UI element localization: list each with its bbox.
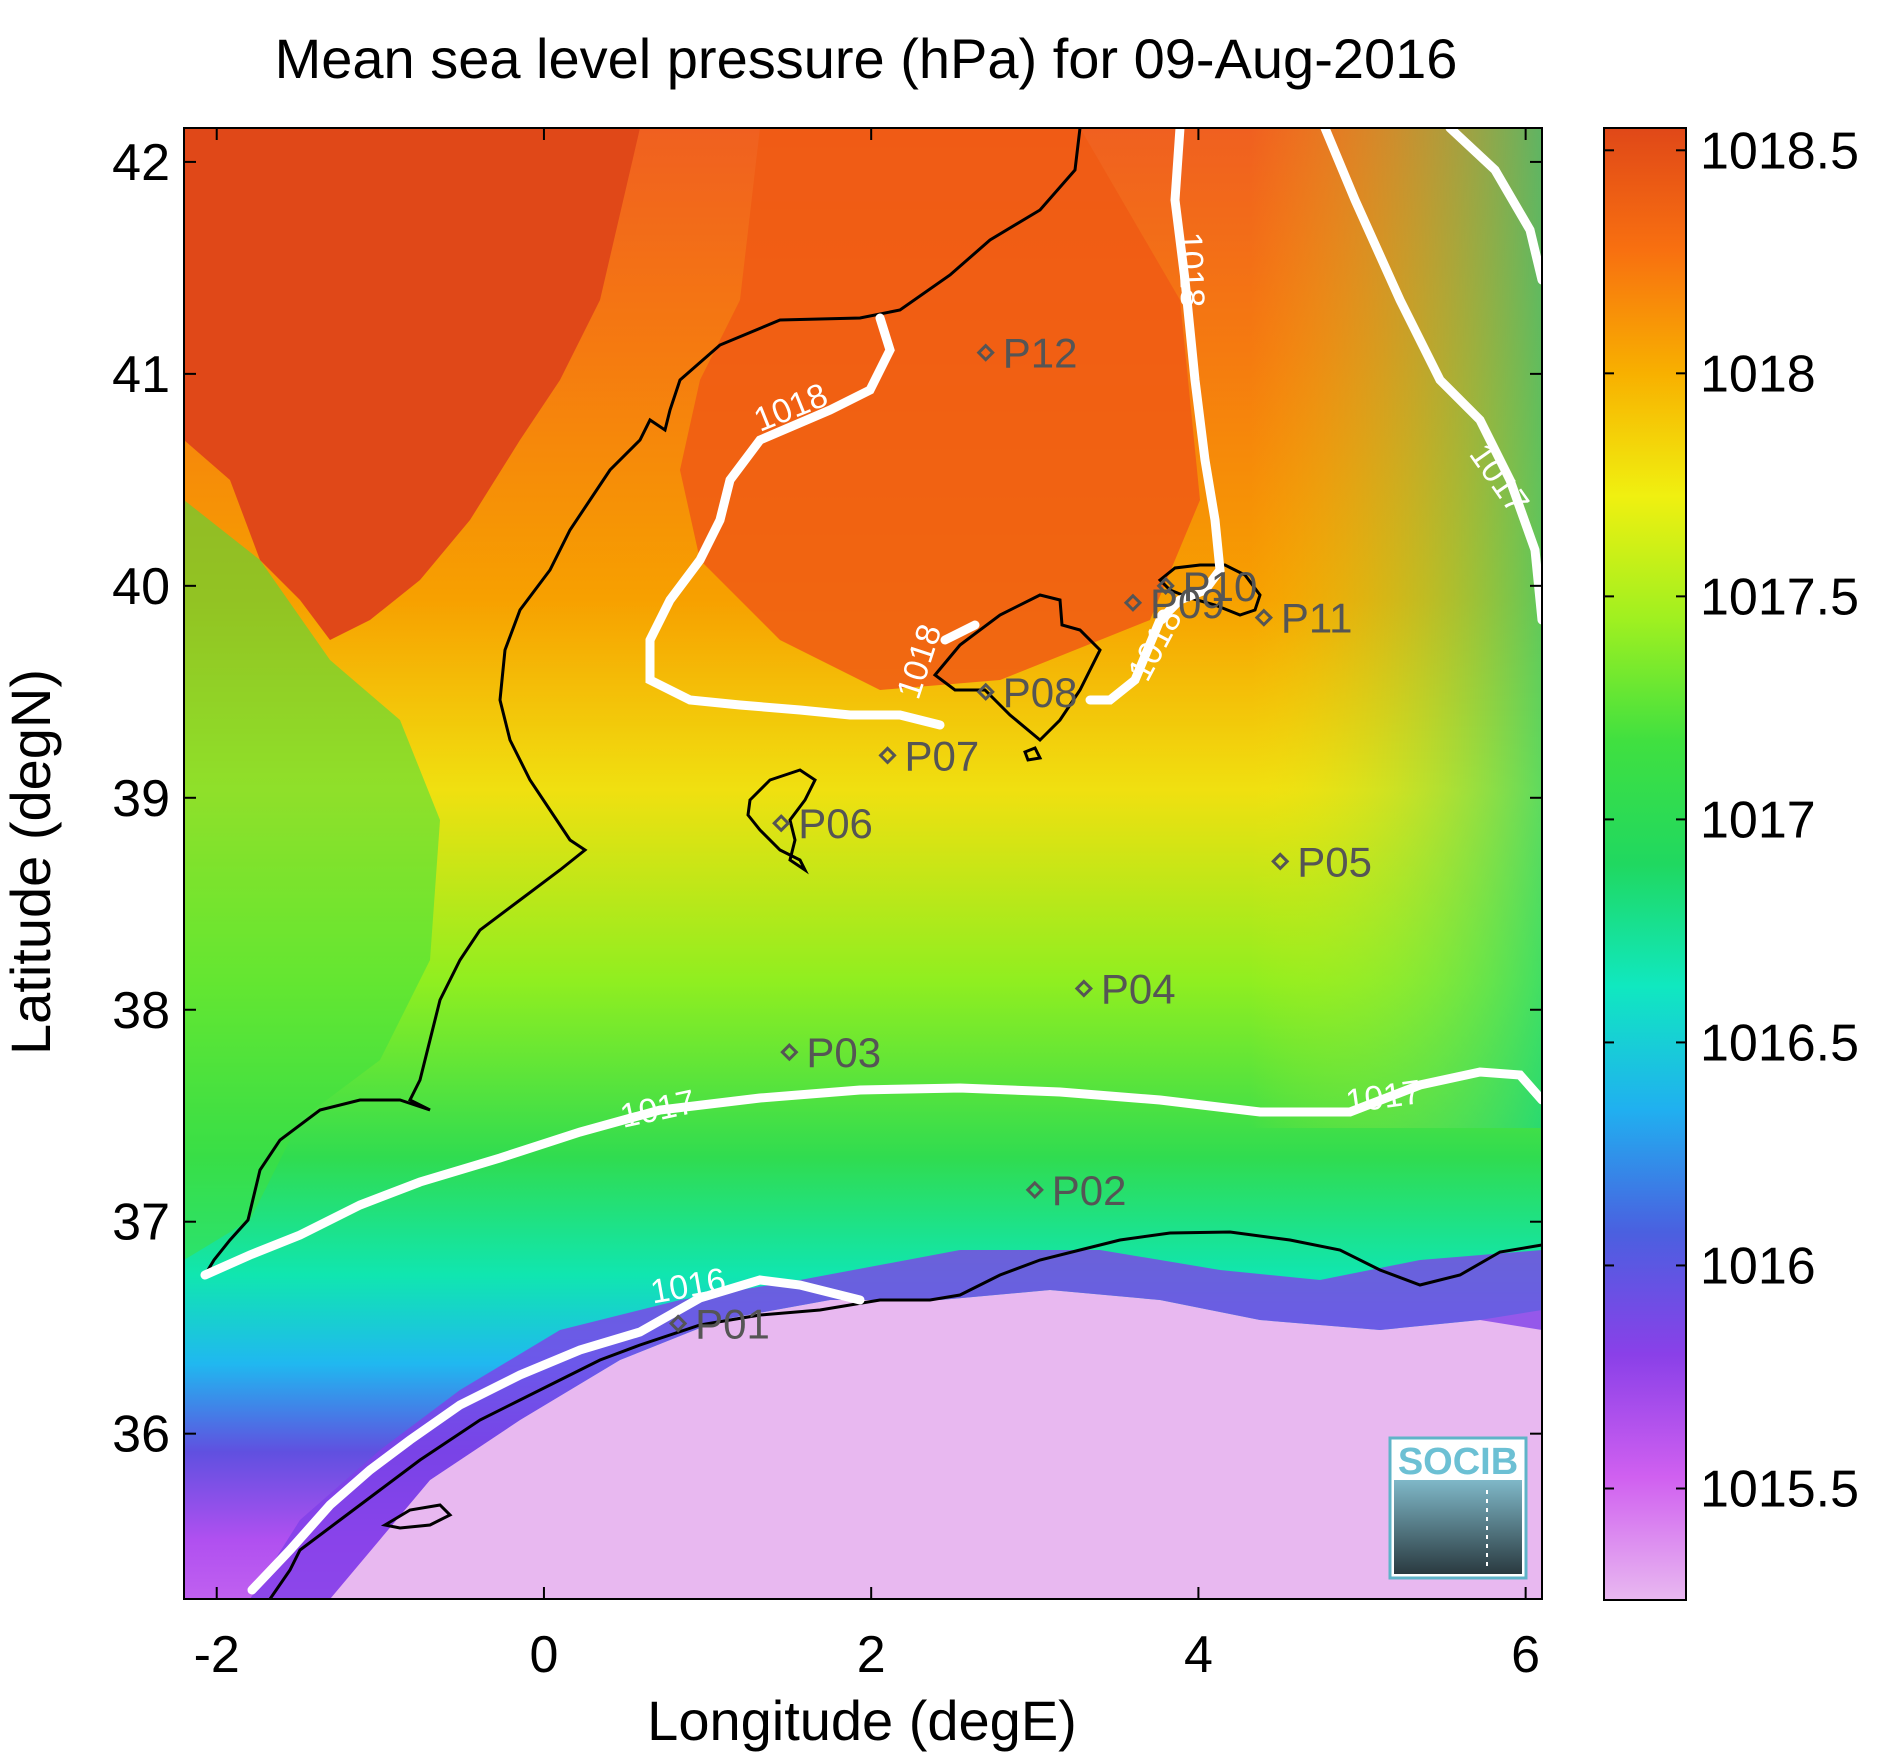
x-tick-label: 0 bbox=[529, 1626, 558, 1684]
colorbar-tick-label: 1017 bbox=[1700, 791, 1816, 849]
iberian-coastline bbox=[203, 128, 1082, 1276]
station-label-p06: P06 bbox=[798, 800, 873, 847]
x-tick-label: 6 bbox=[1511, 1626, 1540, 1684]
contour-label: 1018 bbox=[1171, 231, 1212, 308]
african-coastline bbox=[268, 1230, 1542, 1599]
colorbar-tick-label: 1016.5 bbox=[1700, 1014, 1859, 1072]
socib-logo-image bbox=[1394, 1480, 1522, 1574]
station-marker-p10 bbox=[1156, 576, 1175, 595]
station-label-p04: P04 bbox=[1101, 966, 1176, 1013]
station-marker-p04 bbox=[1074, 979, 1094, 998]
y-tick-label: 40 bbox=[112, 558, 170, 616]
colorbar-tick-label: 1018 bbox=[1700, 345, 1816, 403]
colorbar-tick-label: 1015.5 bbox=[1700, 1460, 1859, 1518]
map-title: Mean sea level pressure (hPa) for 09-Aug… bbox=[275, 27, 1458, 90]
cabrera-outline bbox=[1023, 746, 1043, 762]
station-marker-p07 bbox=[878, 746, 897, 765]
socib-logo: SOCIB bbox=[1388, 1436, 1528, 1580]
station-label-p08: P08 bbox=[1003, 669, 1078, 716]
x-tick-label: 4 bbox=[1184, 1626, 1213, 1684]
isobar-1017-corner bbox=[1445, 128, 1542, 285]
ibiza-outline bbox=[746, 768, 817, 875]
isobar-1017-ne bbox=[1320, 128, 1542, 625]
y-axis-label: Latitude (degN) bbox=[0, 669, 62, 1055]
socib-logo-text: SOCIB bbox=[1398, 1441, 1518, 1483]
station-marker-p11 bbox=[1254, 608, 1273, 627]
y-axis-ticks: 36 37 38 39 40 41 42 bbox=[112, 134, 1542, 1464]
mallorca-outline bbox=[932, 593, 1102, 743]
x-axis-label: Longitude (degE) bbox=[647, 1689, 1077, 1752]
y-tick-label: 41 bbox=[112, 346, 170, 404]
african-coast-low-pressure-band bbox=[250, 1250, 1542, 1599]
y-tick-label: 38 bbox=[112, 982, 170, 1040]
y-tick-label: 39 bbox=[112, 770, 170, 828]
colorbar: 1015.5 1016 1016.5 1017 1017.5 1018 1018.5 bbox=[1603, 122, 1859, 1601]
plot-frame bbox=[183, 127, 1543, 1600]
y-tick-label: 37 bbox=[112, 1194, 170, 1252]
station-label-p07: P07 bbox=[905, 732, 980, 779]
y-tick-label: 36 bbox=[112, 1406, 170, 1464]
station-label-p12: P12 bbox=[1003, 330, 1078, 377]
colorbar-tick-label: 1016 bbox=[1700, 1237, 1816, 1295]
station-marker-p08 bbox=[976, 682, 995, 701]
isobar-1017-south bbox=[200, 1067, 1542, 1280]
station-marker-p02 bbox=[1025, 1180, 1044, 1200]
x-axis-ticks: -2 0 2 4 6 bbox=[194, 128, 1540, 1684]
x-tick-label: -2 bbox=[194, 1626, 240, 1684]
station-label-p05: P05 bbox=[1297, 838, 1372, 885]
station-label-p10: P10 bbox=[1183, 563, 1258, 610]
iberian-land-mixed-pressure bbox=[184, 500, 440, 1260]
station-marker-p03 bbox=[780, 1043, 799, 1062]
station-marker-p06 bbox=[772, 814, 791, 833]
isobar-1016 bbox=[247, 1275, 865, 1595]
station-marker-p05 bbox=[1271, 852, 1290, 871]
y-tick-label: 42 bbox=[112, 134, 170, 192]
station-label-p11: P11 bbox=[1281, 595, 1353, 642]
colorbar-gradient bbox=[1603, 127, 1687, 1601]
alboran-islet-outline bbox=[380, 1503, 453, 1530]
coastlines bbox=[203, 128, 1542, 1599]
station-label-p02: P02 bbox=[1052, 1167, 1127, 1214]
station-marker-p01 bbox=[668, 1314, 688, 1333]
station-marker-p09 bbox=[1123, 593, 1143, 612]
colorbar-tick-label: 1017.5 bbox=[1700, 568, 1859, 626]
african-land-low-pressure bbox=[330, 1290, 1542, 1599]
station-label-p01: P01 bbox=[695, 1300, 770, 1347]
iberian-land-high-pressure bbox=[184, 128, 640, 640]
map-plot-area: 1018 1018 1018 1018 1017 1017 1017 1016 … bbox=[184, 128, 1542, 1599]
colorbar-tick-label: 1018.5 bbox=[1700, 122, 1859, 180]
north-high-pressure-zone bbox=[680, 128, 1200, 690]
station-marker-p12 bbox=[976, 343, 995, 362]
isobar-1018-north bbox=[1085, 128, 1225, 705]
isobar-1018-mallorca bbox=[940, 620, 980, 645]
station-label-p03: P03 bbox=[806, 1029, 881, 1076]
x-tick-label: 2 bbox=[857, 1626, 886, 1684]
isobar-1018-west bbox=[645, 313, 945, 730]
isobars bbox=[200, 128, 1542, 1595]
